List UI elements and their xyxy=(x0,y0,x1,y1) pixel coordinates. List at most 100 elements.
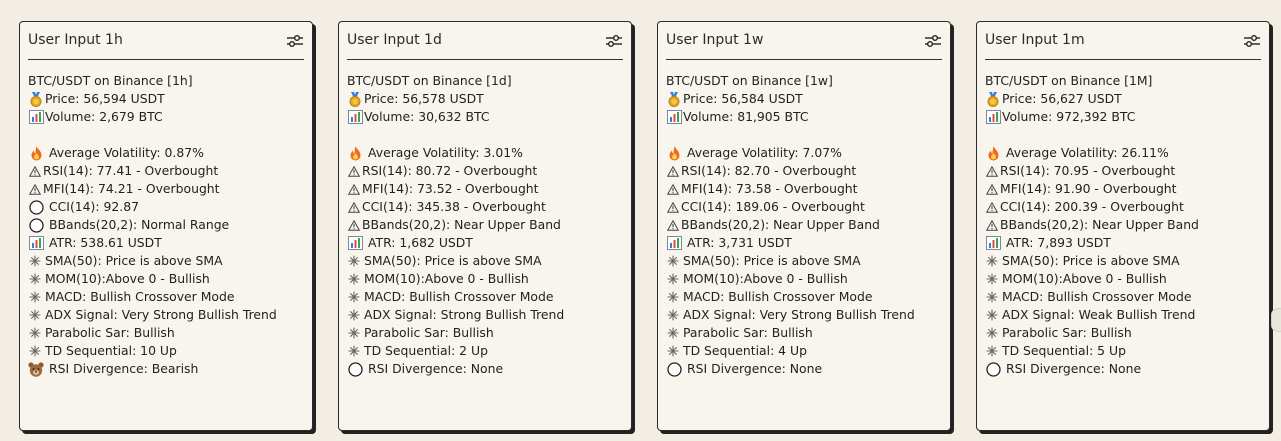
indicator-line: RSI Divergence: None xyxy=(985,360,1263,378)
indicator-line: RSI Divergence: None xyxy=(347,360,625,378)
sparkle-icon xyxy=(347,327,361,339)
indicator-text: TD Sequential: 4 Up xyxy=(683,343,807,358)
card-title: User Input 1m xyxy=(985,32,1085,48)
card-title: User Input 1d xyxy=(347,32,442,48)
sparkle-icon xyxy=(347,255,361,267)
sparkle-icon xyxy=(666,291,680,303)
indicator-text: Price: 56,584 USDT xyxy=(683,91,803,106)
settings-sliders-icon[interactable] xyxy=(605,33,623,49)
medal-icon xyxy=(985,91,1001,107)
indicator-line: Price: 56,584 USDT xyxy=(666,90,944,108)
medal-icon xyxy=(28,91,44,107)
indicator-line: CCI(14): 92.87 xyxy=(28,198,306,216)
fire-icon xyxy=(28,145,44,161)
circle-icon xyxy=(28,199,44,215)
indicator-line: ADX Signal: Weak Bullish Trend xyxy=(985,306,1263,324)
sparkle-icon xyxy=(666,309,680,321)
warning-icon xyxy=(666,219,680,231)
sparkle-icon xyxy=(985,309,999,321)
fire-icon xyxy=(666,145,682,161)
sparkle-icon xyxy=(28,273,42,285)
indicator-text: Parabolic Sar: Bullish xyxy=(45,325,175,340)
spacer xyxy=(347,126,625,144)
warning-icon xyxy=(347,201,361,213)
indicator-text: BTC/USDT on Binance [1w] xyxy=(666,73,833,88)
warning-icon xyxy=(985,183,999,195)
sparkle-icon xyxy=(985,327,999,339)
sparkle-icon xyxy=(666,327,680,339)
scroll-handle[interactable] xyxy=(1271,308,1281,332)
spacer xyxy=(28,126,306,144)
indicator-line: RSI(14): 80.72 - Overbought xyxy=(347,162,625,180)
indicator-line: BBands(20,2): Near Upper Band xyxy=(347,216,625,234)
indicator-text: MOM(10):Above 0 - Bullish xyxy=(1002,271,1167,286)
indicator-line: MACD: Bullish Crossover Mode xyxy=(28,288,306,306)
indicator-line: MFI(14): 91.90 - Overbought xyxy=(985,180,1263,198)
indicator-line: ADX Signal: Very Strong Bullish Trend xyxy=(28,306,306,324)
indicator-line: TD Sequential: 4 Up xyxy=(666,342,944,360)
sparkle-icon xyxy=(985,273,999,285)
indicator-line: Price: 56,594 USDT xyxy=(28,90,306,108)
indicator-text: TD Sequential: 10 Up xyxy=(45,343,177,358)
indicator-line: MACD: Bullish Crossover Mode xyxy=(347,288,625,306)
indicator-text: Average Volatility: 7.07% xyxy=(687,145,842,160)
circle-icon xyxy=(985,361,1001,377)
indicator-line: Average Volatility: 0.87% xyxy=(28,144,306,162)
indicator-line: Parabolic Sar: Bullish xyxy=(985,324,1263,342)
indicator-line: SMA(50): Price is above SMA xyxy=(347,252,625,270)
indicator-text: MACD: Bullish Crossover Mode xyxy=(683,289,873,304)
indicator-line: RSI(14): 82.70 - Overbought xyxy=(666,162,944,180)
indicator-text: Average Volatility: 26.11% xyxy=(1006,145,1169,160)
indicator-text: RSI(14): 77.41 - Overbought xyxy=(43,163,219,178)
indicator-line: BBands(20,2): Near Upper Band xyxy=(985,216,1263,234)
indicator-line: MOM(10):Above 0 - Bullish xyxy=(347,270,625,288)
indicator-text: Parabolic Sar: Bullish xyxy=(364,325,494,340)
warning-icon xyxy=(985,165,999,177)
indicator-line: BBands(20,2): Normal Range xyxy=(28,216,306,234)
indicator-text: RSI(14): 82.70 - Overbought xyxy=(681,163,857,178)
sparkle-icon xyxy=(347,291,361,303)
chart-icon xyxy=(985,236,1001,250)
warning-icon xyxy=(28,183,42,195)
indicator-text: TD Sequential: 5 Up xyxy=(1002,343,1126,358)
indicator-line: BTC/USDT on Binance [1h] xyxy=(28,72,306,90)
warning-icon xyxy=(666,183,680,195)
indicator-line: MACD: Bullish Crossover Mode xyxy=(985,288,1263,306)
indicator-line: ATR: 3,731 USDT xyxy=(666,234,944,252)
settings-sliders-icon[interactable] xyxy=(286,33,304,49)
indicator-text: MACD: Bullish Crossover Mode xyxy=(45,289,235,304)
medal-icon xyxy=(347,91,363,107)
indicator-text: Price: 56,578 USDT xyxy=(364,91,484,106)
indicator-text: Parabolic Sar: Bullish xyxy=(1002,325,1132,340)
indicator-line: RSI Divergence: None xyxy=(666,360,944,378)
indicator-text: TD Sequential: 2 Up xyxy=(364,343,488,358)
sparkle-icon xyxy=(28,291,42,303)
sparkle-icon xyxy=(985,345,999,357)
indicator-line: TD Sequential: 2 Up xyxy=(347,342,625,360)
indicator-line: ATR: 7,893 USDT xyxy=(985,234,1263,252)
indicator-line: SMA(50): Price is above SMA xyxy=(666,252,944,270)
indicator-line: RSI(14): 77.41 - Overbought xyxy=(28,162,306,180)
indicator-line: CCI(14): 189.06 - Overbought xyxy=(666,198,944,216)
indicator-line: Parabolic Sar: Bullish xyxy=(28,324,306,342)
indicator-line: SMA(50): Price is above SMA xyxy=(28,252,306,270)
settings-sliders-icon[interactable] xyxy=(924,33,942,49)
indicator-text: SMA(50): Price is above SMA xyxy=(45,253,223,268)
circle-icon xyxy=(347,361,363,377)
indicator-text: BTC/USDT on Binance [1M] xyxy=(985,73,1153,88)
card-header: User Input 1m xyxy=(985,22,1261,60)
card-body: BTC/USDT on Binance [1M] Price: 56,627 US… xyxy=(985,72,1263,378)
chart-icon xyxy=(985,110,1001,124)
indicator-line: RSI Divergence: Bearish xyxy=(28,360,306,378)
indicator-text: Volume: 81,905 BTC xyxy=(683,109,809,124)
warning-icon xyxy=(666,165,680,177)
indicator-line: ADX Signal: Strong Bullish Trend xyxy=(347,306,625,324)
indicator-line: SMA(50): Price is above SMA xyxy=(985,252,1263,270)
fire-icon xyxy=(347,145,363,161)
indicator-text: ATR: 3,731 USDT xyxy=(687,235,792,250)
indicator-text: ATR: 7,893 USDT xyxy=(1006,235,1111,250)
indicator-line: Average Volatility: 7.07% xyxy=(666,144,944,162)
card-header: User Input 1h xyxy=(28,22,304,60)
indicator-line: Average Volatility: 3.01% xyxy=(347,144,625,162)
settings-sliders-icon[interactable] xyxy=(1243,33,1261,49)
